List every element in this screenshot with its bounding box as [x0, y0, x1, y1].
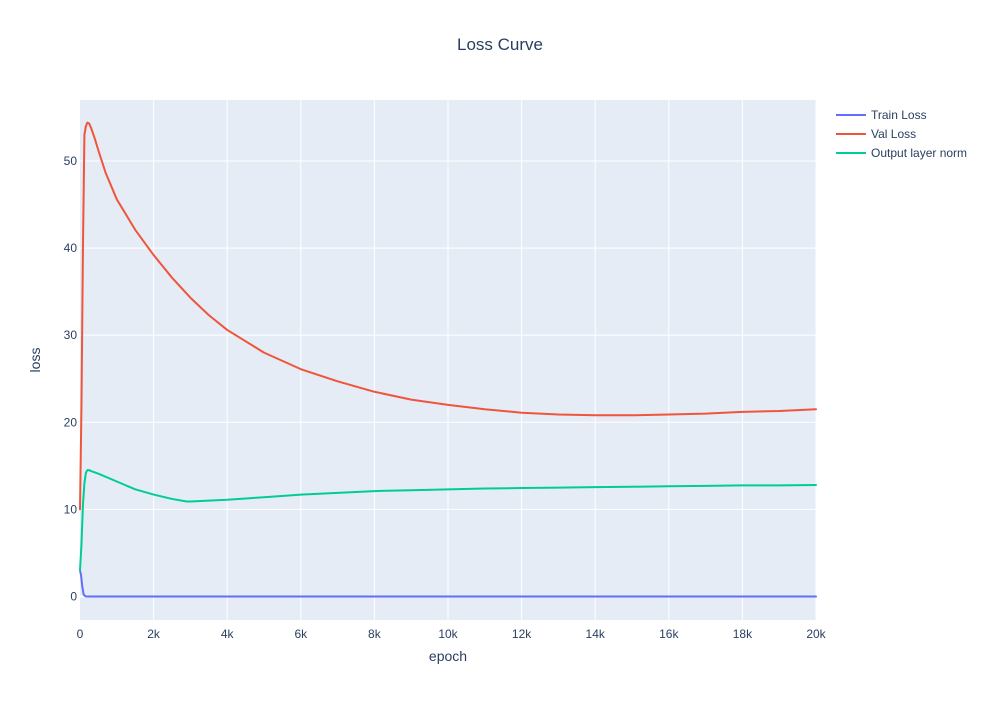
x-tick-label: 6k: [294, 627, 308, 641]
series-line-output-layer-norm: [79, 469, 817, 572]
y-tick-label: 40: [64, 241, 78, 255]
y-tick-label: 20: [64, 415, 78, 429]
y-tick-label: 10: [64, 502, 78, 516]
y-tick-label: 30: [64, 328, 78, 342]
chart-title: Loss Curve: [457, 35, 543, 54]
x-tick-label: 10k: [438, 627, 458, 641]
x-tick-label: 18k: [733, 627, 753, 641]
x-axis-title: epoch: [429, 648, 467, 664]
y-axis-ticks: 0 10 20 30 40 50: [64, 154, 78, 604]
x-tick-label: 2k: [147, 627, 161, 641]
y-tick-label: 50: [64, 154, 78, 168]
series-line-train-loss: [79, 569, 817, 598]
x-tick-label: 16k: [659, 627, 679, 641]
x-tick-label: 0: [77, 627, 84, 641]
legend-item-output-layer-norm[interactable]: Output layer norm: [836, 146, 967, 160]
x-tick-label: 20k: [806, 627, 826, 641]
legend-item-train-loss[interactable]: Train Loss: [836, 108, 927, 122]
x-tick-label: 8k: [368, 627, 382, 641]
legend-label: Val Loss: [871, 127, 916, 141]
legend-label: Output layer norm: [871, 146, 967, 160]
legend-item-val-loss[interactable]: Val Loss: [836, 127, 916, 141]
legend-label: Train Loss: [871, 108, 927, 122]
legend[interactable]: Train Loss Val Loss Output layer norm: [836, 108, 967, 160]
x-tick-label: 14k: [586, 627, 606, 641]
series-lines: [79, 121, 817, 598]
x-tick-label: 12k: [512, 627, 532, 641]
series-line-val-loss: [79, 121, 817, 511]
x-tick-label: 4k: [221, 627, 235, 641]
y-tick-label: 0: [70, 589, 77, 603]
y-axis-title: loss: [27, 348, 43, 373]
x-axis-ticks: 0 2k 4k 6k 8k 10k 12k 14k 16k 18k 20k: [77, 627, 827, 641]
